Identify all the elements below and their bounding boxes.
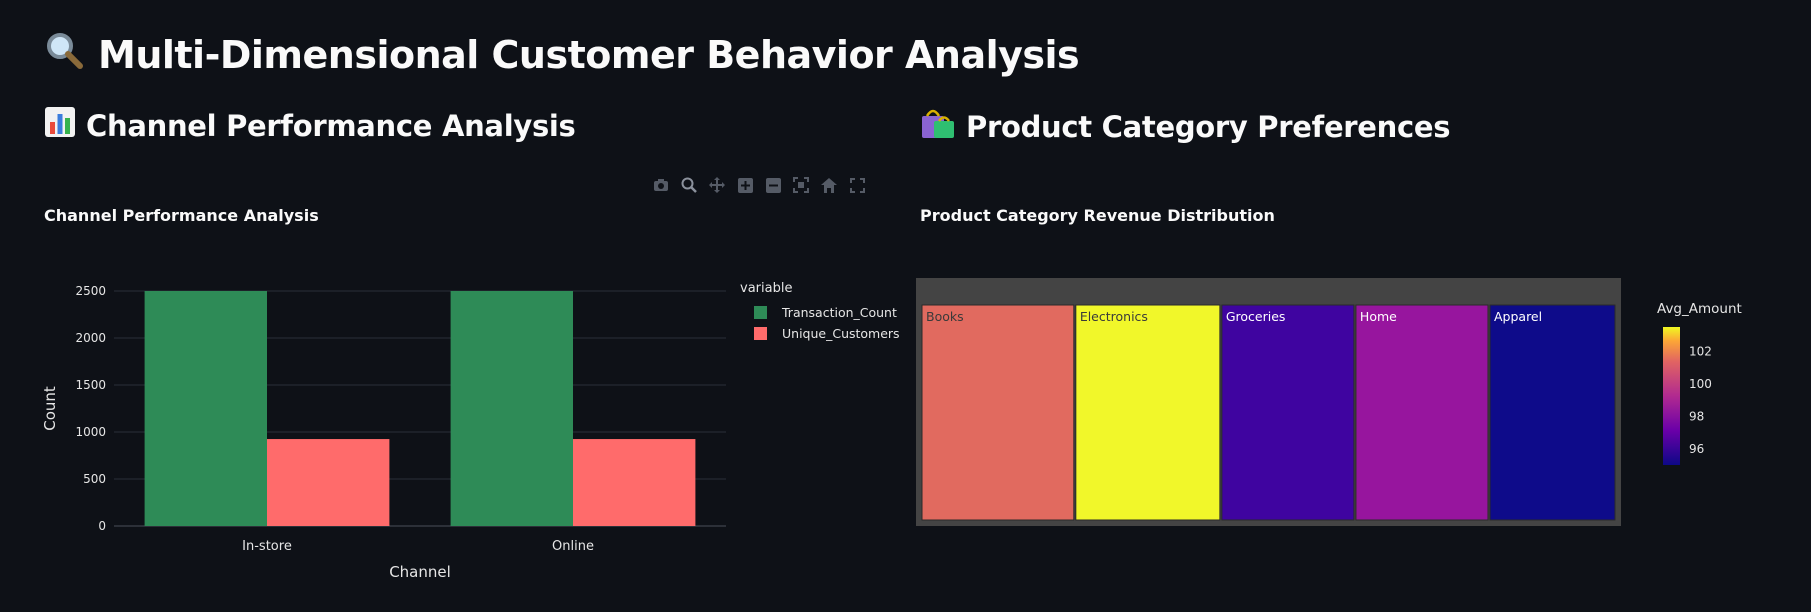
- channel-bar-chart: 0 500 1000 1500 2000 2500 In-store Online Channe…: [41, 281, 900, 581]
- pan-icon[interactable]: [708, 176, 726, 194]
- camera-icon[interactable]: [652, 176, 670, 194]
- legend-swatch[interactable]: [754, 327, 767, 340]
- autoscale-icon[interactable]: [792, 176, 810, 194]
- colorbar-tick-label: 102: [1689, 344, 1712, 358]
- bar-transaction_count-online[interactable]: [450, 291, 573, 526]
- legend-item-label[interactable]: Unique_Customers: [782, 326, 900, 341]
- treemap-tile-home[interactable]: [1355, 304, 1489, 521]
- treemap-tile-label: Electronics: [1080, 309, 1148, 324]
- legend-title: variable: [740, 281, 792, 296]
- page-title: Multi-Dimensional Customer Behavior Anal…: [44, 30, 1080, 79]
- chart-modebar: [652, 176, 866, 194]
- bar-transaction_count-in-store[interactable]: [144, 291, 267, 526]
- x-tick-label: Online: [552, 539, 594, 554]
- home-icon[interactable]: [820, 176, 838, 194]
- product-section-heading-text: Product Category Preferences: [966, 109, 1451, 144]
- y-tick-label: 0: [98, 519, 106, 533]
- shopping-bags-icon: [920, 106, 956, 147]
- treemap-tile-apparel[interactable]: [1489, 304, 1616, 521]
- treemap-tile-label: Books: [926, 309, 964, 324]
- bar-chart-icon: [44, 106, 76, 145]
- y-axis-title: Count: [41, 386, 59, 431]
- zoom-in-icon[interactable]: [736, 176, 754, 194]
- channel-section-heading: Channel Performance Analysis: [44, 106, 576, 145]
- x-axis-title: Channel: [389, 563, 451, 581]
- zoom-out-icon[interactable]: [764, 176, 782, 194]
- channel-section-heading-text: Channel Performance Analysis: [86, 108, 576, 143]
- bar-chart-title: Channel Performance Analysis: [44, 206, 319, 225]
- page-title-text: Multi-Dimensional Customer Behavior Anal…: [98, 32, 1080, 77]
- treemap-tile-groceries[interactable]: [1221, 304, 1355, 521]
- zoom-icon[interactable]: [680, 176, 698, 194]
- treemap-root[interactable]: [916, 278, 1621, 526]
- treemap-tile-books[interactable]: [921, 304, 1075, 521]
- product-section-heading: Product Category Preferences: [920, 106, 1451, 147]
- treemap-title: Product Category Revenue Distribution: [920, 206, 1275, 225]
- fullscreen-icon[interactable]: [848, 176, 866, 194]
- y-tick-label: 2500: [75, 284, 106, 298]
- y-tick-label: 2000: [75, 331, 106, 345]
- colorbar-tick-label: 100: [1689, 377, 1712, 391]
- treemap-tile-label: Groceries: [1226, 309, 1286, 324]
- y-tick-label: 1000: [75, 425, 106, 439]
- magnifier-icon: [44, 30, 84, 79]
- treemap-tile-label: Apparel: [1494, 309, 1542, 324]
- y-tick-label: 500: [83, 472, 106, 486]
- bar-unique_customers-online[interactable]: [573, 439, 696, 526]
- treemap-tile-label: Home: [1360, 309, 1397, 324]
- colorbar-tick-label: 96: [1689, 442, 1704, 456]
- colorbar: [1663, 327, 1680, 465]
- colorbar-tick-label: 98: [1689, 409, 1704, 423]
- treemap-tile-electronics[interactable]: [1075, 304, 1221, 521]
- legend-item-label[interactable]: Transaction_Count: [781, 305, 897, 320]
- x-tick-label: In-store: [242, 539, 292, 554]
- bar-unique_customers-in-store[interactable]: [267, 439, 390, 526]
- legend-swatch[interactable]: [754, 306, 767, 319]
- y-tick-label: 1500: [75, 378, 106, 392]
- colorbar-title: Avg_Amount: [1657, 301, 1742, 317]
